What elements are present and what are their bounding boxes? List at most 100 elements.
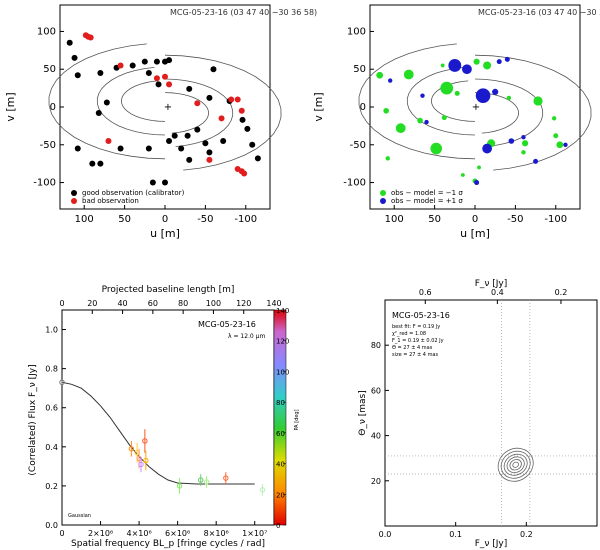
observation-point [202, 140, 209, 147]
y-tick-label: 0.8 [45, 365, 58, 374]
baseline-tracks [358, 43, 592, 171]
flux-point [59, 379, 65, 386]
plot-frame [59, 4, 271, 210]
observation-point [141, 58, 148, 65]
observation-point [145, 70, 152, 76]
residual-point [521, 150, 526, 155]
visibility-panel: Projected baseline length [m] MCG-05-23-… [28, 285, 300, 549]
residual-point [473, 58, 480, 65]
x-axis-label: F_ν [Jy] [475, 539, 508, 549]
observation-point [71, 54, 78, 61]
x-ticks: 0.0 0.1 0.2 [379, 522, 533, 539]
y-tick-label: 100 [347, 26, 366, 37]
fit-legend-line: F_1 = 0.19 ± 0.02 Jy [392, 338, 444, 344]
baseline-track [358, 43, 476, 160]
observation-point [184, 132, 191, 139]
observation-point [74, 145, 81, 152]
legend-marker [71, 198, 77, 204]
flux-point [128, 446, 135, 452]
observation-point [194, 126, 201, 133]
observation-point [254, 155, 261, 162]
y-axis-label: (Correlated) Flux F_ν [Jy] [28, 364, 38, 475]
flux-point [176, 483, 183, 489]
y-tick-label: 20 [371, 477, 381, 486]
y-ticks: 20 40 60 80 [371, 341, 389, 486]
observation-point [105, 138, 112, 144]
wavelength-label: λ = 12.0 μm [228, 333, 265, 340]
residual-point [482, 143, 493, 154]
flux-point [259, 487, 266, 493]
colorbar-tick-label: 20 [276, 491, 285, 499]
observation-point [206, 94, 213, 101]
legend-label: obs − model = +1 σ [391, 197, 463, 205]
baseline-track [164, 54, 282, 171]
observation-point [210, 66, 217, 73]
observation-point [153, 58, 160, 65]
legend-label: obs − model = −1 σ [391, 189, 463, 197]
baseline-track [164, 92, 209, 134]
observation-point [117, 145, 124, 152]
observation-point [162, 179, 168, 186]
y-tick-label: 1.0 [45, 326, 58, 335]
observation-point [178, 145, 185, 152]
x-tick-label: 6×10⁶ [165, 529, 190, 538]
top-tick-label: 0.2 [555, 288, 568, 297]
observation-point [186, 85, 193, 92]
residual-point [430, 142, 443, 155]
plot-frame [384, 299, 598, 527]
y-ticks: 100 50 0 -50 -100 [343, 26, 374, 189]
residual-point [417, 117, 423, 124]
residual-point [395, 123, 406, 134]
chi2-contour [506, 456, 525, 474]
top-tick-label: 0.4 [491, 288, 504, 297]
observation-point [186, 156, 193, 163]
x-tick-label: -100 [234, 214, 257, 225]
observation-point [153, 75, 160, 82]
y-axis-label: v [m] [312, 92, 325, 121]
residual-point [508, 138, 515, 144]
observation-point [241, 170, 248, 177]
residual-point [533, 158, 539, 164]
observation-point [74, 72, 81, 79]
x-tick-label: 0 [59, 529, 64, 538]
colorbar-tick-label: 0 [276, 522, 280, 530]
data-points [66, 32, 261, 186]
x-ticks: 100 50 0 -50 -100 [385, 205, 567, 225]
observation-point [117, 62, 124, 69]
legend-label: bad observation [82, 197, 139, 205]
observation-point [145, 145, 152, 152]
chi2-contour [503, 453, 528, 476]
observation-point [103, 99, 110, 106]
y-tick-label: -50 [40, 140, 56, 151]
y-tick-label: 100 [37, 26, 56, 37]
top-tick-label: 140 [266, 299, 281, 308]
y-tick-label: -50 [350, 140, 366, 151]
baseline-track [164, 78, 234, 147]
legend-marker [71, 190, 77, 196]
colorbar-tick-label: 40 [276, 461, 285, 469]
y-tick-label: -100 [33, 178, 56, 189]
residual-point [492, 88, 499, 95]
colorbar-tick-label: 80 [276, 399, 285, 407]
observation-point [234, 96, 241, 103]
residual-point [533, 96, 543, 106]
residual-point [403, 69, 414, 80]
top-axis-label: F_ν [Jy] [475, 279, 508, 289]
x-tick-label: -50 [507, 214, 523, 225]
observation-point [239, 116, 246, 123]
y-tick-label: 0 [50, 102, 56, 113]
baseline-track [474, 92, 519, 134]
legend-marker [380, 198, 386, 204]
x-tick-label: 0 [162, 214, 168, 225]
residual-point [521, 140, 529, 147]
residual-point [496, 59, 502, 65]
x-tick-label: -50 [197, 214, 213, 225]
residual-point [440, 81, 454, 95]
top-ticks: 0.6 0.4 0.2 [419, 288, 567, 304]
data-points [59, 379, 266, 496]
x-axis-label: Spatial frequency BL_p [fringe cycles / … [71, 539, 265, 549]
fit-legend-line: χ²_red = 1.08 [392, 331, 426, 337]
observation-point [95, 110, 102, 117]
model-annotation: Gaussian [68, 513, 91, 519]
observation-point [162, 73, 168, 80]
